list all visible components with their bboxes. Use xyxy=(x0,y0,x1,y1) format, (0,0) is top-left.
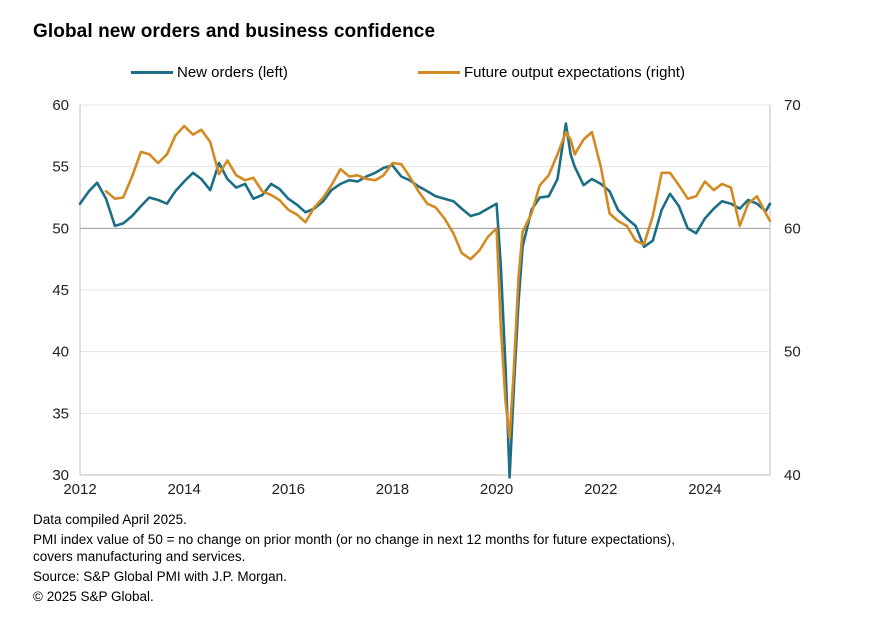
note-source: Source: S&P Global PMI with J.P. Morgan. xyxy=(33,569,287,584)
y-right-tick-50: 50 xyxy=(784,344,801,361)
note-pmi-line2: covers manufacturing and services. xyxy=(33,549,246,564)
x-tick-2024: 2024 xyxy=(688,481,721,498)
legend-swatch-future-output xyxy=(418,71,460,74)
y-left-tick-50: 50 xyxy=(52,220,69,237)
y-left-tick-55: 55 xyxy=(52,159,69,176)
y-left-tick-35: 35 xyxy=(52,405,69,422)
y-right-tick-70: 70 xyxy=(784,97,801,114)
y-right-tick-60: 60 xyxy=(784,220,801,237)
legend: New orders (left) Future output expectat… xyxy=(0,64,882,84)
y-left-tick-40: 40 xyxy=(52,344,69,361)
x-tick-2014: 2014 xyxy=(167,481,200,498)
series-line-new-orders xyxy=(78,122,772,479)
legend-item-new-orders: New orders (left) xyxy=(131,64,288,81)
y-right-tick-40: 40 xyxy=(784,467,801,484)
chart-title: Global new orders and business confidenc… xyxy=(33,21,436,42)
legend-label-new-orders: New orders (left) xyxy=(177,64,288,81)
legend-swatch-new-orders xyxy=(131,71,173,74)
y-left-tick-30: 30 xyxy=(52,467,69,484)
note-compiled: Data compiled April 2025. xyxy=(33,512,187,527)
chart-plot: 60 55 50 45 40 35 30 70 60 50 40 2012 2014 2016 2018 20… xyxy=(52,97,801,498)
y-left-tick-60: 60 xyxy=(52,97,69,114)
chart-notes: Data compiled April 2025. PMI index valu… xyxy=(33,511,853,608)
legend-item-future-output: Future output expectations (right) xyxy=(418,64,685,81)
series-line-future-output xyxy=(104,124,772,440)
x-tick-2016: 2016 xyxy=(272,481,305,498)
x-tick-2012: 2012 xyxy=(63,481,96,498)
y-left-tick-45: 45 xyxy=(52,282,69,299)
note-pmi-line1: PMI index value of 50 = no change on pri… xyxy=(33,532,676,547)
x-tick-2020: 2020 xyxy=(480,481,513,498)
x-tick-2022: 2022 xyxy=(584,481,617,498)
note-copyright: © 2025 S&P Global. xyxy=(33,589,154,604)
x-tick-2018: 2018 xyxy=(376,481,409,498)
legend-label-future-output: Future output expectations (right) xyxy=(464,64,685,81)
